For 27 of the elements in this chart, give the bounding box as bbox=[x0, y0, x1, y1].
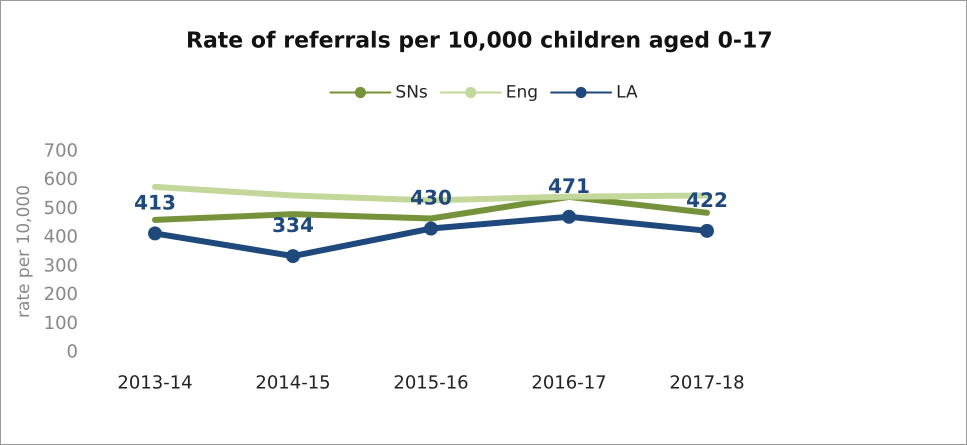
data-label: 413 bbox=[134, 190, 176, 214]
point bbox=[148, 226, 162, 240]
chart-title: Rate of referrals per 10,000 children aged 0-17 bbox=[186, 28, 773, 54]
point bbox=[286, 249, 300, 264]
y-tick-label: 0 bbox=[66, 342, 78, 362]
y-tick-label: 600 bbox=[44, 169, 78, 190]
point bbox=[700, 224, 714, 238]
y-tick-label: 300 bbox=[44, 255, 78, 276]
data-label: 334 bbox=[272, 213, 314, 238]
y-axis-title: rate per 10,000 bbox=[14, 184, 34, 318]
y-tick-label: 500 bbox=[44, 198, 78, 219]
point bbox=[562, 210, 576, 224]
y-tick-label: 400 bbox=[44, 226, 78, 248]
x-tick-label: 2015-16 bbox=[393, 372, 469, 394]
data-label: 471 bbox=[548, 174, 590, 198]
data-label: 422 bbox=[686, 188, 728, 212]
x-tick-label: 2017-18 bbox=[669, 372, 745, 394]
x-tick-label: 2016-17 bbox=[531, 372, 607, 394]
point bbox=[424, 222, 438, 236]
y-tick-label: 700 bbox=[44, 140, 78, 162]
x-tick-label: 2013-14 bbox=[117, 372, 193, 394]
legend-label: Eng bbox=[506, 82, 538, 102]
y-tick-label: 200 bbox=[44, 284, 78, 306]
x-tick-label: 2014-15 bbox=[255, 372, 331, 394]
legend-label: LA bbox=[616, 82, 638, 102]
legend-label: SNs bbox=[395, 82, 428, 102]
y-tick-label: 100 bbox=[44, 312, 78, 334]
